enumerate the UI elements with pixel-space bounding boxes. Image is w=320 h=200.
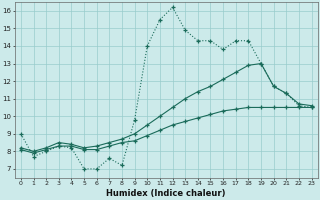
- X-axis label: Humidex (Indice chaleur): Humidex (Indice chaleur): [107, 189, 226, 198]
